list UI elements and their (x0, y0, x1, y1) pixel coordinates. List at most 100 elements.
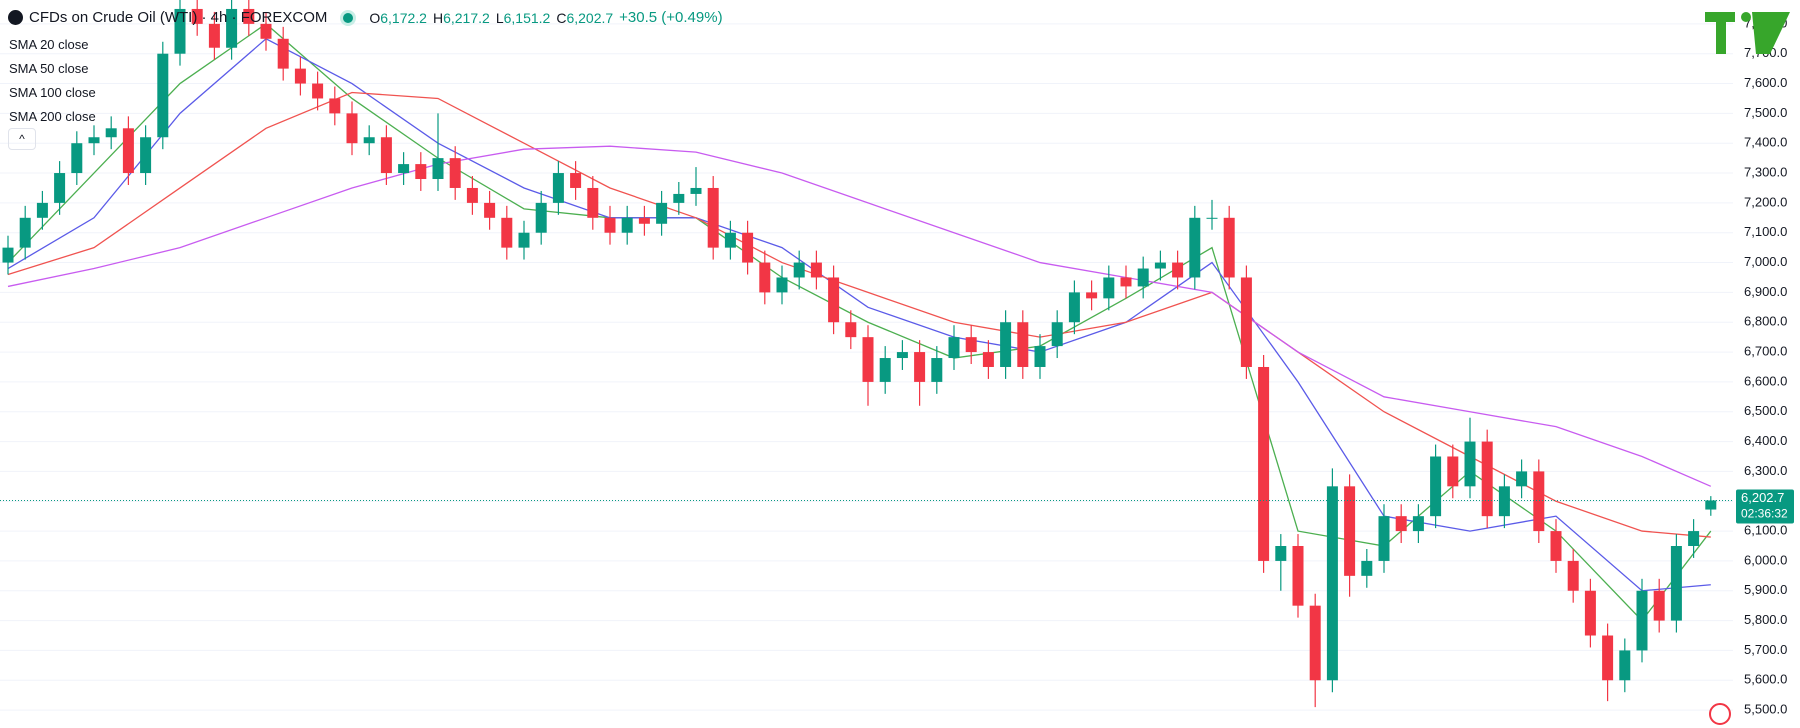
ohlc-value: 6,151.2 (503, 9, 551, 26)
candle-body (1086, 292, 1098, 299)
candle-body (1120, 277, 1132, 287)
candle-body (1206, 217, 1218, 219)
y-tick-label: 5,500.0 (1744, 702, 1787, 717)
legend-entry: SMA 100 close (9, 85, 96, 100)
price-tag (1736, 489, 1794, 524)
symbol-title: CFDs on Crude Oil (WTI) · 4h · FOREXCOM (29, 9, 328, 26)
ohlc-value: 6,202.7 (566, 9, 614, 26)
candle-body (398, 164, 410, 174)
y-tick-label: 7,300.0 (1744, 164, 1787, 179)
candle-body (621, 217, 633, 233)
y-tick-label: 5,700.0 (1744, 642, 1787, 657)
candle-body (1137, 268, 1149, 287)
candle-body (105, 128, 117, 138)
candle-body (535, 202, 547, 233)
candle-body (191, 8, 203, 24)
candle-body (1481, 441, 1493, 517)
ohlc-values: O6,172.2 H6,217.2 L6,151.2 C6,202.7 (369, 10, 613, 26)
candle-body (776, 277, 788, 293)
candle-body (208, 23, 220, 48)
candle-body (1498, 486, 1510, 517)
legend-entry: SMA 20 close (9, 37, 89, 52)
candle-body (948, 337, 960, 359)
candle-body (1636, 590, 1648, 651)
candle-body (965, 337, 977, 353)
candle-body (638, 217, 650, 224)
header: CFDs on Crude Oil (WTI) · 4h · FOREXCOM … (8, 9, 723, 26)
candle-body (312, 83, 324, 99)
collapse-button[interactable]: ^ (8, 128, 36, 150)
candle-body (518, 232, 530, 248)
candle-body (226, 8, 238, 48)
sma-line (7, 38, 1711, 592)
candle-body (1705, 500, 1717, 510)
candle-body (54, 173, 66, 203)
candle-body (140, 137, 152, 174)
candle-body (1412, 516, 1424, 532)
sma-line (7, 23, 1712, 622)
candle-body (759, 262, 771, 293)
candle-body (742, 232, 754, 263)
candle-body (260, 23, 272, 39)
y-tick-label: 6,700.0 (1744, 344, 1787, 359)
ohlc-item: C6,202.7 (556, 10, 613, 26)
flag-icon (1709, 703, 1731, 725)
y-tick-label: 6,400.0 (1744, 433, 1787, 448)
candle-body (71, 143, 83, 174)
candle-body (415, 164, 427, 180)
ohlc-item: L6,151.2 (496, 10, 551, 26)
indicator-legend: SMA 20 close SMA 50 close SMA 100 close SMA… (9, 33, 96, 129)
candle-body (570, 173, 582, 188)
logo (1705, 12, 1790, 54)
countdown: 02:36:32 (1741, 507, 1788, 521)
candle-body (1584, 590, 1596, 636)
y-tick-label: 6,000.0 (1744, 552, 1787, 567)
legend-entry: SMA 50 close (9, 61, 89, 76)
candle-body (1395, 516, 1407, 532)
candle-body (828, 277, 840, 323)
y-tick-label: 6,800.0 (1744, 314, 1787, 329)
candle-body (1430, 456, 1442, 517)
candle-body (1516, 471, 1528, 487)
ohlc-value: 6,172.2 (380, 9, 427, 26)
y-tick-label: 6,500.0 (1744, 403, 1787, 418)
sma-line (7, 91, 1711, 538)
candle-body (294, 68, 306, 84)
candle-body (1292, 546, 1304, 606)
y-tick-label: 7,200.0 (1744, 194, 1787, 209)
candle-body (1550, 531, 1562, 561)
candle-body (1326, 486, 1338, 681)
candle-body (1172, 262, 1184, 278)
candle-body (484, 202, 496, 218)
candle-body (656, 202, 668, 224)
candle-body (122, 128, 134, 174)
candle-body (88, 137, 100, 144)
candle-body (1670, 546, 1682, 621)
candle-body (1653, 590, 1665, 621)
sma-line (7, 145, 1712, 487)
candle-body (1103, 277, 1115, 299)
candle-body (724, 232, 736, 248)
candle-body (982, 352, 994, 367)
candle-body (2, 247, 14, 263)
y-tick-label: 5,800.0 (1744, 612, 1787, 627)
candle-body (19, 217, 31, 248)
candle-body (1602, 635, 1614, 681)
candle-body (1447, 456, 1459, 487)
candle-body (1378, 516, 1390, 561)
candle-body (879, 358, 891, 382)
legend-entry: SMA 200 close (9, 109, 96, 124)
candle-body (1189, 217, 1201, 278)
candle-body (1068, 292, 1080, 323)
ohlc-key: O (369, 9, 381, 26)
price-tag-label: 6,202.7 (1741, 490, 1784, 505)
y-tick-label: 7,500.0 (1744, 105, 1787, 120)
y-tick-label: 6,100.0 (1744, 523, 1787, 538)
symbol-icon (8, 10, 23, 25)
candle-body (363, 137, 375, 144)
candle-body (1344, 486, 1356, 576)
candle-body (174, 8, 186, 54)
candle-body (1258, 366, 1270, 561)
candle-body (1240, 277, 1252, 367)
candle-body (862, 337, 874, 382)
